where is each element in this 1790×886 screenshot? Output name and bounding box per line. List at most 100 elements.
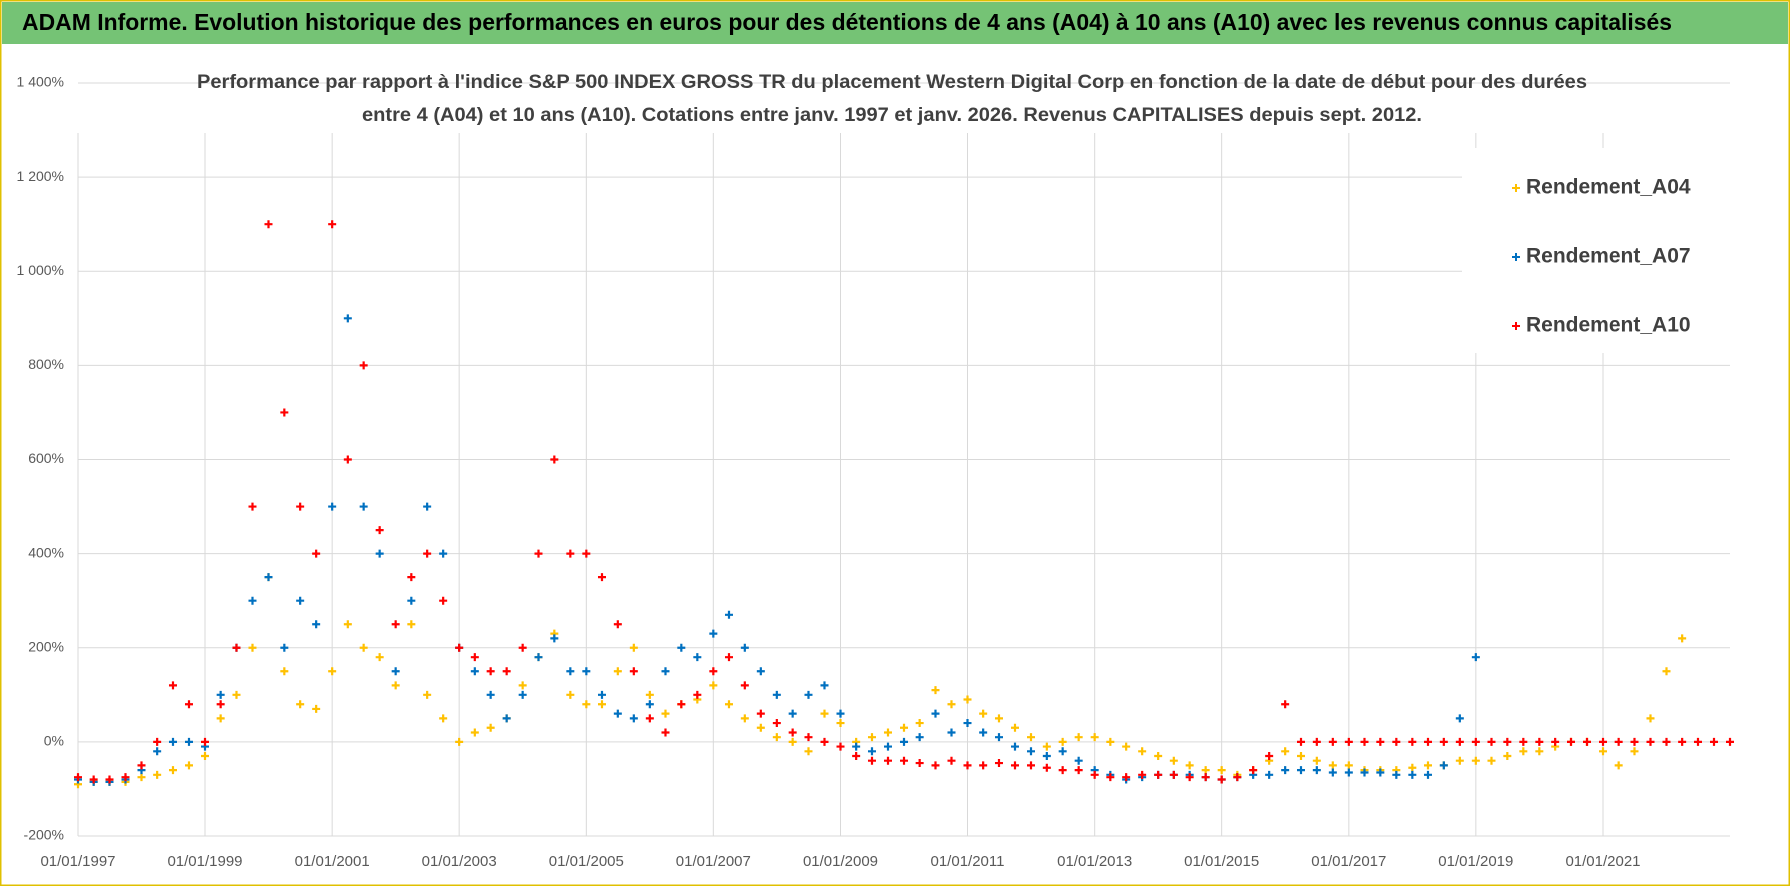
y-tick-label: 0% (44, 733, 64, 749)
data-point (947, 700, 956, 709)
data-point (121, 773, 130, 782)
data-point (1376, 768, 1385, 777)
data-point (1201, 773, 1210, 782)
y-tick-label: 400% (28, 544, 64, 560)
data-point (1312, 756, 1321, 765)
data-point (740, 681, 749, 690)
data-point (1154, 751, 1163, 760)
data-point (1360, 737, 1369, 746)
data-point (740, 714, 749, 723)
data-point (709, 667, 718, 676)
data-point (645, 700, 654, 709)
data-point (883, 728, 892, 737)
data-point (312, 549, 321, 558)
data-point (1169, 756, 1178, 765)
data-point (900, 723, 908, 732)
data-point (1027, 747, 1035, 756)
data-point (1106, 773, 1115, 782)
data-point (582, 549, 591, 558)
data-point (1042, 742, 1051, 751)
data-point (1090, 733, 1099, 742)
data-point (1408, 737, 1417, 746)
data-point (1614, 761, 1623, 770)
data-point (1344, 737, 1353, 746)
data-point (1726, 737, 1734, 746)
data-point (184, 737, 193, 746)
legend: Rendement_A04 Rendement_A07 Rendement_A10 (1462, 148, 1730, 353)
data-point (1296, 751, 1305, 760)
legend-marker (1512, 184, 1520, 192)
data-point (1010, 723, 1019, 732)
data-point (200, 751, 209, 760)
data-point (280, 408, 289, 417)
data-point (248, 643, 257, 652)
data-point (375, 526, 384, 535)
x-tick-label: 01/01/2015 (1184, 853, 1259, 870)
data-point (1455, 737, 1464, 746)
data-point (280, 643, 289, 652)
data-point (359, 502, 368, 511)
data-point (1599, 737, 1607, 746)
data-point (900, 756, 908, 765)
data-point (518, 643, 527, 652)
data-point (264, 220, 273, 229)
data-point (1265, 751, 1274, 760)
data-point (1360, 768, 1369, 777)
data-point (1646, 714, 1655, 723)
data-point (486, 667, 495, 676)
data-point (1487, 756, 1496, 765)
data-point (1138, 747, 1147, 756)
data-point (836, 742, 845, 751)
legend-marker (1512, 322, 1520, 330)
data-point (1010, 742, 1019, 751)
data-point (312, 620, 321, 629)
data-point (915, 733, 924, 742)
data-point (1296, 766, 1305, 775)
data-point (359, 361, 368, 370)
data-point (1519, 737, 1528, 746)
legend-label: Rendement_A10 (1526, 314, 1691, 337)
data-point (1265, 770, 1274, 779)
data-point (248, 502, 257, 511)
data-point (1678, 634, 1687, 643)
data-point (1439, 737, 1448, 746)
data-point (645, 714, 654, 723)
x-tick-label: 01/01/2021 (1565, 853, 1640, 870)
data-point (994, 714, 1003, 723)
data-point (756, 667, 765, 676)
data-point (867, 733, 876, 742)
x-tick-label: 01/01/2003 (422, 853, 497, 870)
data-point (502, 714, 511, 723)
data-point (168, 766, 177, 775)
legend-box (1462, 148, 1730, 353)
data-point (1042, 763, 1051, 772)
data-point (788, 709, 797, 718)
data-point (1169, 770, 1178, 779)
data-point (1471, 756, 1480, 765)
data-point (1630, 737, 1639, 746)
data-point (820, 709, 829, 718)
data-point (105, 775, 114, 784)
data-point (1614, 737, 1623, 746)
data-point (470, 667, 479, 676)
data-point (613, 620, 622, 629)
data-point (1217, 766, 1226, 775)
data-point (486, 723, 495, 732)
data-point (613, 709, 622, 718)
data-point (1201, 766, 1210, 775)
data-point (439, 549, 448, 558)
data-point (137, 773, 146, 782)
data-point (328, 220, 337, 229)
data-point (439, 714, 448, 723)
data-point (613, 667, 622, 676)
data-point (343, 620, 352, 629)
data-point (1027, 761, 1035, 770)
data-point (391, 667, 400, 676)
x-tick-label: 01/01/1999 (167, 853, 242, 870)
data-point (1074, 733, 1083, 742)
data-point (518, 681, 527, 690)
data-point (1439, 761, 1448, 770)
data-point (1662, 737, 1671, 746)
data-point (677, 643, 686, 652)
data-point (168, 737, 177, 746)
